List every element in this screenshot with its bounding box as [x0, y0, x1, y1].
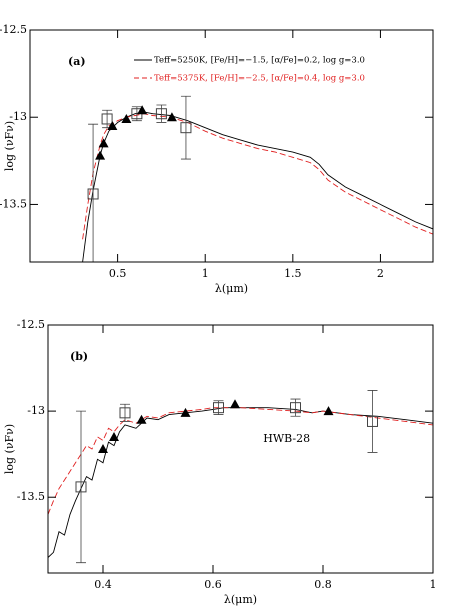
- error-bar: [290, 398, 301, 417]
- annotation: HWB-28: [263, 432, 310, 445]
- data-point: [121, 113, 132, 123]
- data-point: [166, 112, 177, 122]
- data-point: [75, 481, 87, 493]
- data-point: [107, 120, 118, 130]
- data-point: [180, 407, 191, 417]
- y-tick-label: -13.5: [0, 197, 27, 210]
- data-point: [109, 431, 119, 441]
- error-bar: [88, 123, 99, 262]
- data-point: [87, 188, 99, 200]
- data-point: [290, 402, 301, 414]
- error-bar: [367, 390, 378, 453]
- plot-area: [82, 95, 433, 262]
- model-line: [82, 111, 433, 262]
- x-tick-label: 1.5: [284, 267, 302, 280]
- y-tick-label: -12.5: [17, 318, 45, 331]
- frame: [47, 324, 434, 574]
- data-point: [136, 414, 147, 424]
- model-line: [82, 113, 433, 240]
- error-bar: [156, 104, 167, 123]
- panel-label: (a): [68, 55, 86, 68]
- x-axis-label: λ(μm): [215, 282, 248, 295]
- data-point: [98, 444, 108, 453]
- data-point: [101, 113, 113, 125]
- x-tick-label: 0.5: [109, 267, 127, 280]
- data-point: [95, 150, 106, 160]
- data-point: [367, 415, 378, 427]
- frame: [29, 29, 434, 263]
- model-line: [48, 407, 433, 558]
- model-line: [48, 407, 433, 515]
- data-point: [213, 402, 224, 414]
- data-point: [98, 138, 109, 148]
- x-tick-label: 1: [202, 267, 209, 280]
- error-bar: [76, 410, 86, 564]
- data-point: [137, 105, 148, 115]
- x-tick-label: 1: [430, 578, 437, 591]
- y-tick-label: -13: [9, 110, 27, 123]
- x-tick-label: 0.8: [314, 578, 332, 591]
- y-axis-label: log (νFν): [3, 121, 16, 171]
- legend-label: Teff=5375K, [Fe/H]=−2.5, [α/Fe]=0.4, log…: [154, 74, 365, 84]
- data-point: [155, 108, 167, 120]
- x-tick-label: 0.6: [204, 578, 222, 591]
- x-axis-label: λ(μm): [224, 593, 257, 606]
- data-point: [230, 399, 240, 409]
- plot-area: [48, 390, 433, 564]
- data-point: [180, 122, 192, 134]
- panel-label: (b): [70, 350, 88, 363]
- y-tick-label: -12.5: [0, 23, 27, 36]
- y-tick-label: -13: [27, 404, 45, 417]
- error-bar: [180, 95, 191, 160]
- data-point: [323, 406, 334, 416]
- data-point: [119, 407, 131, 419]
- x-tick-label: 2: [377, 267, 384, 280]
- x-tick-label: 0.4: [94, 578, 112, 591]
- y-tick-label: -13.5: [17, 490, 45, 503]
- legend-label: Teff=5250K, [Fe/H]=−1.5, [α/Fe]=0.2, log…: [154, 56, 365, 66]
- y-axis-label: log (νFν): [3, 424, 16, 474]
- error-bar: [120, 403, 130, 422]
